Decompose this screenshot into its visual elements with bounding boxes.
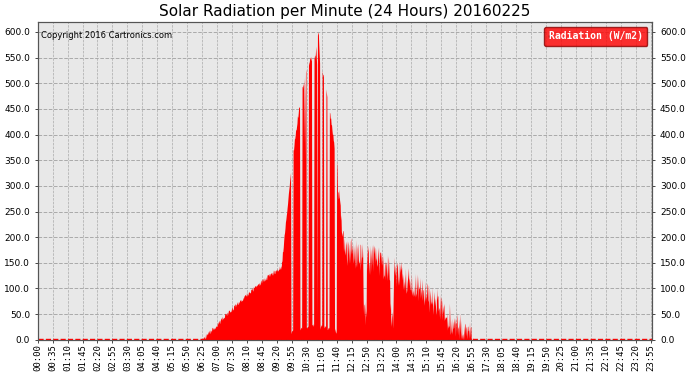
Legend: Radiation (W/m2): Radiation (W/m2) — [544, 27, 647, 46]
Text: Copyright 2016 Cartronics.com: Copyright 2016 Cartronics.com — [41, 31, 172, 40]
Title: Solar Radiation per Minute (24 Hours) 20160225: Solar Radiation per Minute (24 Hours) 20… — [159, 4, 531, 19]
